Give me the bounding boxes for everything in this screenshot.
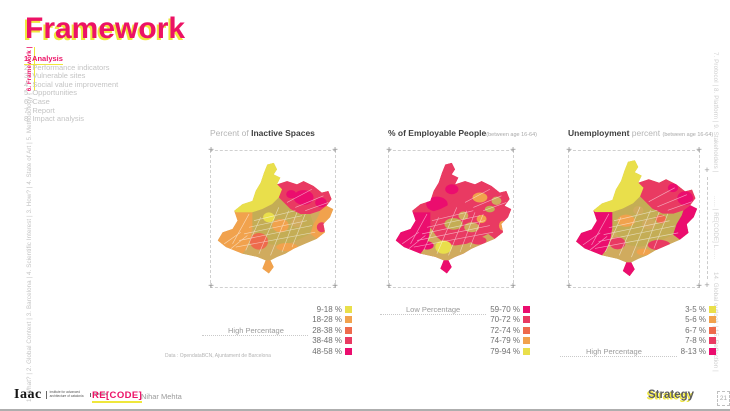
menu-item-social-value-improvement[interactable]: 4. Social value improvement bbox=[24, 79, 119, 89]
legend-row: 38-48 % bbox=[200, 336, 352, 347]
legend-chip bbox=[345, 347, 352, 355]
legend-chip bbox=[345, 326, 352, 334]
barcelona-choropleth-unemployment bbox=[575, 160, 698, 277]
map-panel-unemployment: Unemployment percent (between age 16-64) bbox=[558, 128, 716, 357]
legend-chip bbox=[523, 305, 530, 313]
page-title: Framework bbox=[25, 12, 186, 45]
menu-item-case[interactable]: 6. Case bbox=[24, 96, 50, 106]
legend-row: Low Percentage 59-70 % bbox=[378, 304, 530, 315]
map-panel-employable-people: % of Employable People(between age 16-64… bbox=[378, 128, 538, 357]
barcelona-choropleth-inactive-spaces bbox=[217, 162, 334, 274]
legend-chip bbox=[523, 326, 530, 334]
map-panel-inactive-spaces: Percent of Inactive Spaces bbox=[200, 128, 352, 357]
legend-chip bbox=[523, 337, 530, 345]
legend-chip bbox=[709, 316, 716, 324]
legend-chip bbox=[709, 326, 716, 334]
left-rail-trail: 1. What? | 2. Global Context | 3. Barcel… bbox=[26, 91, 33, 402]
page-number: 21 bbox=[717, 391, 730, 406]
legend-row: 9-18 % bbox=[200, 304, 352, 315]
map-title: Percent of Inactive Spaces bbox=[210, 128, 315, 138]
legend-chip bbox=[709, 305, 716, 313]
legend-chip bbox=[523, 316, 530, 324]
legend-inactive-spaces: 9-18 % 18-28 % High Percentage 28-38 % 38… bbox=[200, 304, 352, 357]
legend-row: 3-5 % bbox=[558, 304, 716, 315]
legend-row: 72-74 % bbox=[378, 325, 530, 336]
legend-chip bbox=[345, 316, 352, 324]
legend-row: 74-79 % bbox=[378, 336, 530, 347]
legend-row: 48-58 % bbox=[200, 346, 352, 357]
legend-row: 5-6 % bbox=[558, 315, 716, 326]
map-frame bbox=[388, 150, 514, 288]
legend-row: 18-28 % bbox=[200, 315, 352, 326]
iaac-logo-city: barcelona bbox=[89, 392, 114, 397]
menu-item-impact-analysis[interactable]: 8. Impact analysis bbox=[24, 114, 85, 124]
recode-brand: RE[CODE] bbox=[92, 390, 143, 403]
bottom-rule bbox=[0, 409, 730, 411]
iaac-logo-subtext: institute for advanced architecture of c… bbox=[45, 390, 86, 399]
data-source-note: Data : OpendataBCN, Ajuntament de Barcel… bbox=[165, 353, 271, 359]
legend-chip bbox=[709, 347, 716, 355]
map-frame bbox=[568, 150, 700, 288]
legend-chip bbox=[709, 337, 716, 345]
map-frame bbox=[210, 150, 336, 288]
barcelona-choropleth-employable-people bbox=[395, 162, 512, 274]
legend-chip bbox=[523, 347, 530, 355]
legend-row: 6-7 % bbox=[558, 325, 716, 336]
section-menu: 1. Analysis 2. Performance indicators 3.… bbox=[24, 54, 119, 124]
legend-row: High Percentage 28-38 % bbox=[200, 325, 352, 336]
right-rail-middle: ...... | RE[CODE] L...... bbox=[712, 196, 719, 260]
iaac-logo: Iaac institute for advanced architecture… bbox=[14, 387, 114, 403]
author-name: Nihar Mehta bbox=[141, 392, 182, 401]
right-rail-top: 7. Protocol | 8. Platform | 9. Stakehold… bbox=[712, 52, 719, 173]
legend-chip bbox=[345, 305, 352, 313]
map-title: Unemployment percent (between age 16-64) bbox=[568, 128, 714, 138]
menu-item-analysis[interactable]: 1. Analysis bbox=[24, 54, 63, 65]
legend-unemployment: 3-5 % 5-6 % 6-7 % 7-8 % High Percentage 8… bbox=[558, 304, 716, 357]
legend-row: 70-72 % bbox=[378, 315, 530, 326]
legend-row: 79-94 % bbox=[378, 346, 530, 357]
right-margin-dashed-line bbox=[707, 177, 708, 279]
legend-employable-people: Low Percentage 59-70 % 70-72 % 72-74 % 74… bbox=[378, 304, 530, 357]
legend-row: 7-8 % bbox=[558, 336, 716, 347]
menu-item-performance-indicators[interactable]: 2. Performance indicators bbox=[24, 62, 110, 72]
section-label: Strategy bbox=[648, 389, 695, 401]
map-title: % of Employable People(between age 16-64… bbox=[388, 128, 538, 138]
legend-chip bbox=[345, 337, 352, 345]
legend-row: High Percentage 8-13 % bbox=[558, 346, 716, 357]
menu-item-report[interactable]: 7. Report bbox=[24, 105, 55, 115]
iaac-logo-text: Iaac bbox=[14, 387, 42, 402]
menu-item-opportunities[interactable]: 5. Opportunities bbox=[24, 88, 77, 98]
menu-item-vulnerable-sites[interactable]: 3. Vulnerable sites bbox=[24, 71, 86, 81]
